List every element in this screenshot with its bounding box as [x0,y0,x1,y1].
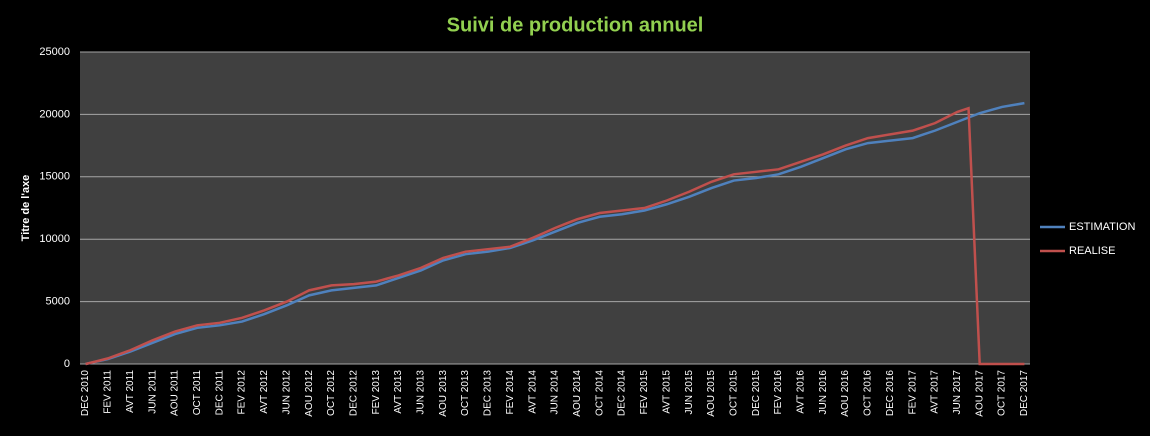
x-tick-label: AOU 2011 [170,370,181,416]
y-axis-label: Titre de l'axe [20,175,32,242]
x-tick-label: AVT 2013 [393,370,404,414]
chart-title: Suivi de production annuel [447,14,704,36]
x-tick-label: FEV 2016 [773,370,784,415]
x-tick-label: DEC 2011 [214,370,225,416]
x-tick-label: FEV 2014 [505,370,516,415]
x-tick-label: OCT 2011 [192,370,203,416]
x-tick-label: JUN 2011 [147,370,158,414]
x-tick-label: AVT 2016 [796,370,807,414]
x-tick-label: JUN 2015 [684,370,695,415]
series-line [85,106,1025,366]
x-tick-label: AVT 2015 [661,370,672,414]
x-tick-label: JUN 2014 [550,370,561,415]
x-tick-label: FEV 2017 [907,370,918,415]
x-tick-label: JUN 2012 [281,370,292,415]
x-tick-label: FEV 2013 [371,370,382,415]
x-tick-label: OCT 2016 [863,370,874,416]
legend-label: ESTIMATION [1069,221,1135,233]
x-tick-label: FEV 2012 [237,370,248,415]
x-tick-label: AOU 2015 [706,370,717,417]
x-tick-label: DEC 2016 [885,370,896,417]
x-tick-label: AVT 2012 [259,370,270,414]
x-tick-label: AVT 2011 [125,370,136,413]
x-tick-label: JUN 2017 [952,370,963,415]
x-tick-label: DEC 2013 [483,370,494,417]
legend-label: REALISE [1069,245,1115,257]
x-tick-label: FEV 2011 [103,370,114,414]
y-tick-label: 25000 [39,46,70,58]
y-tick-label: 10000 [39,233,70,245]
x-tick-label: FEV 2015 [639,370,650,415]
x-tick-label: DEC 2015 [751,370,762,417]
x-tick-label: OCT 2017 [997,370,1008,416]
x-tick-label: DEC 2017 [1019,370,1030,417]
y-tick-label: 5000 [46,296,70,308]
x-tick-label: JUN 2013 [416,370,427,415]
x-tick-label: AOU 2012 [304,370,315,417]
x-tick-label: DEC 2010 [80,370,91,417]
x-tick-label: OCT 2013 [460,370,471,416]
x-tick-label: AOU 2013 [438,370,449,417]
x-tick-label: OCT 2015 [728,370,739,416]
y-tick-label: 20000 [39,108,70,120]
plot-area [80,52,1030,364]
x-tick-label: AOU 2016 [840,370,851,417]
x-tick-label: JUN 2016 [818,370,829,415]
x-tick-label: AOU 2017 [974,370,985,417]
x-tick-label: DEC 2014 [617,370,628,417]
series-line [85,101,1025,366]
x-tick-label: AOU 2014 [572,370,583,417]
x-tick-label: AVT 2014 [527,370,538,414]
y-tick-label: 15000 [39,171,70,183]
y-tick-label: 0 [64,358,70,370]
x-tick-label: DEC 2012 [348,370,359,417]
x-tick-label: AVT 2017 [930,370,941,414]
x-tick-label: OCT 2014 [594,370,605,416]
x-tick-label: OCT 2012 [326,370,337,416]
